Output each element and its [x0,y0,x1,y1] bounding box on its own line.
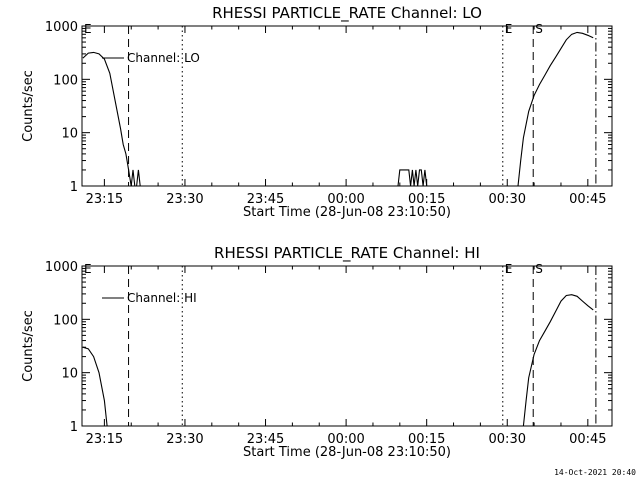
x-tick-label-0-1: 23:30 [166,192,203,207]
y-axis-label-1: Counts/sec [21,310,36,382]
y-axis-label-0: Counts/sec [21,70,36,142]
x-tick-label-1-3: 00:00 [327,432,364,447]
x-tick-label-0-2: 23:45 [247,192,284,207]
x-tick-label-1-5: 00:30 [489,432,526,447]
x-tick-label-0-4: 00:15 [408,192,445,207]
marker-label-0-3: E [505,22,513,36]
plot-title-1: RHESSI PARTICLE_RATE Channel: HI [214,244,480,263]
series-line-0-0-3 [397,169,428,187]
plot-title-0: RHESSI PARTICLE_RATE Channel: LO [212,4,482,23]
y-tick-label-0-2: 100 [53,73,78,88]
marker-label-1-3: E [505,262,513,276]
x-tick-label-1-2: 23:45 [247,432,284,447]
x-axis-label-0: Start Time (28-Jun-08 23:10:50) [243,205,451,220]
x-tick-label-0-6: 00:45 [569,192,606,207]
marker-label-1-4: S [535,262,543,276]
x-axis-label-1: Start Time (28-Jun-08 23:10:50) [243,445,451,460]
x-tick-label-1-0: 23:15 [86,432,123,447]
y-tick-label-1-1: 10 [61,367,78,382]
x-tick-label-0-0: 23:15 [86,192,123,207]
footer-timestamp: 14-Oct-2021 20:40 [554,468,636,477]
series-line-1-0-1 [522,294,594,427]
x-tick-label-1-6: 00:45 [569,432,606,447]
x-tick-label-1-1: 23:30 [166,432,203,447]
y-tick-label-0-1: 10 [61,127,78,142]
series-line-0-0-0 [82,51,132,187]
y-tick-label-0-3: 1000 [45,20,78,35]
marker-label-0-4: S [535,22,543,36]
series-line-0-0-2 [136,169,141,187]
y-tick-label-0-0: 1 [70,180,78,195]
plot-frame-0 [81,25,613,187]
y-tick-label-1-3: 1000 [45,260,78,275]
x-tick-label-0-3: 00:00 [327,192,364,207]
legend-label-0: Channel: LO [127,51,200,65]
marker-label-0-0: E [84,22,92,36]
series-line-1-0-0 [82,346,108,427]
series-line-0-0-4 [517,31,594,187]
series-line-0-0-1 [130,169,136,187]
legend-label-1: Channel: HI [127,291,197,305]
x-tick-label-1-4: 00:15 [408,432,445,447]
marker-label-1-0: E [84,262,92,276]
y-tick-label-1-0: 1 [70,420,78,435]
plot-frame-1 [81,265,613,427]
x-tick-label-0-5: 00:30 [489,192,526,207]
y-tick-label-1-2: 100 [53,313,78,328]
